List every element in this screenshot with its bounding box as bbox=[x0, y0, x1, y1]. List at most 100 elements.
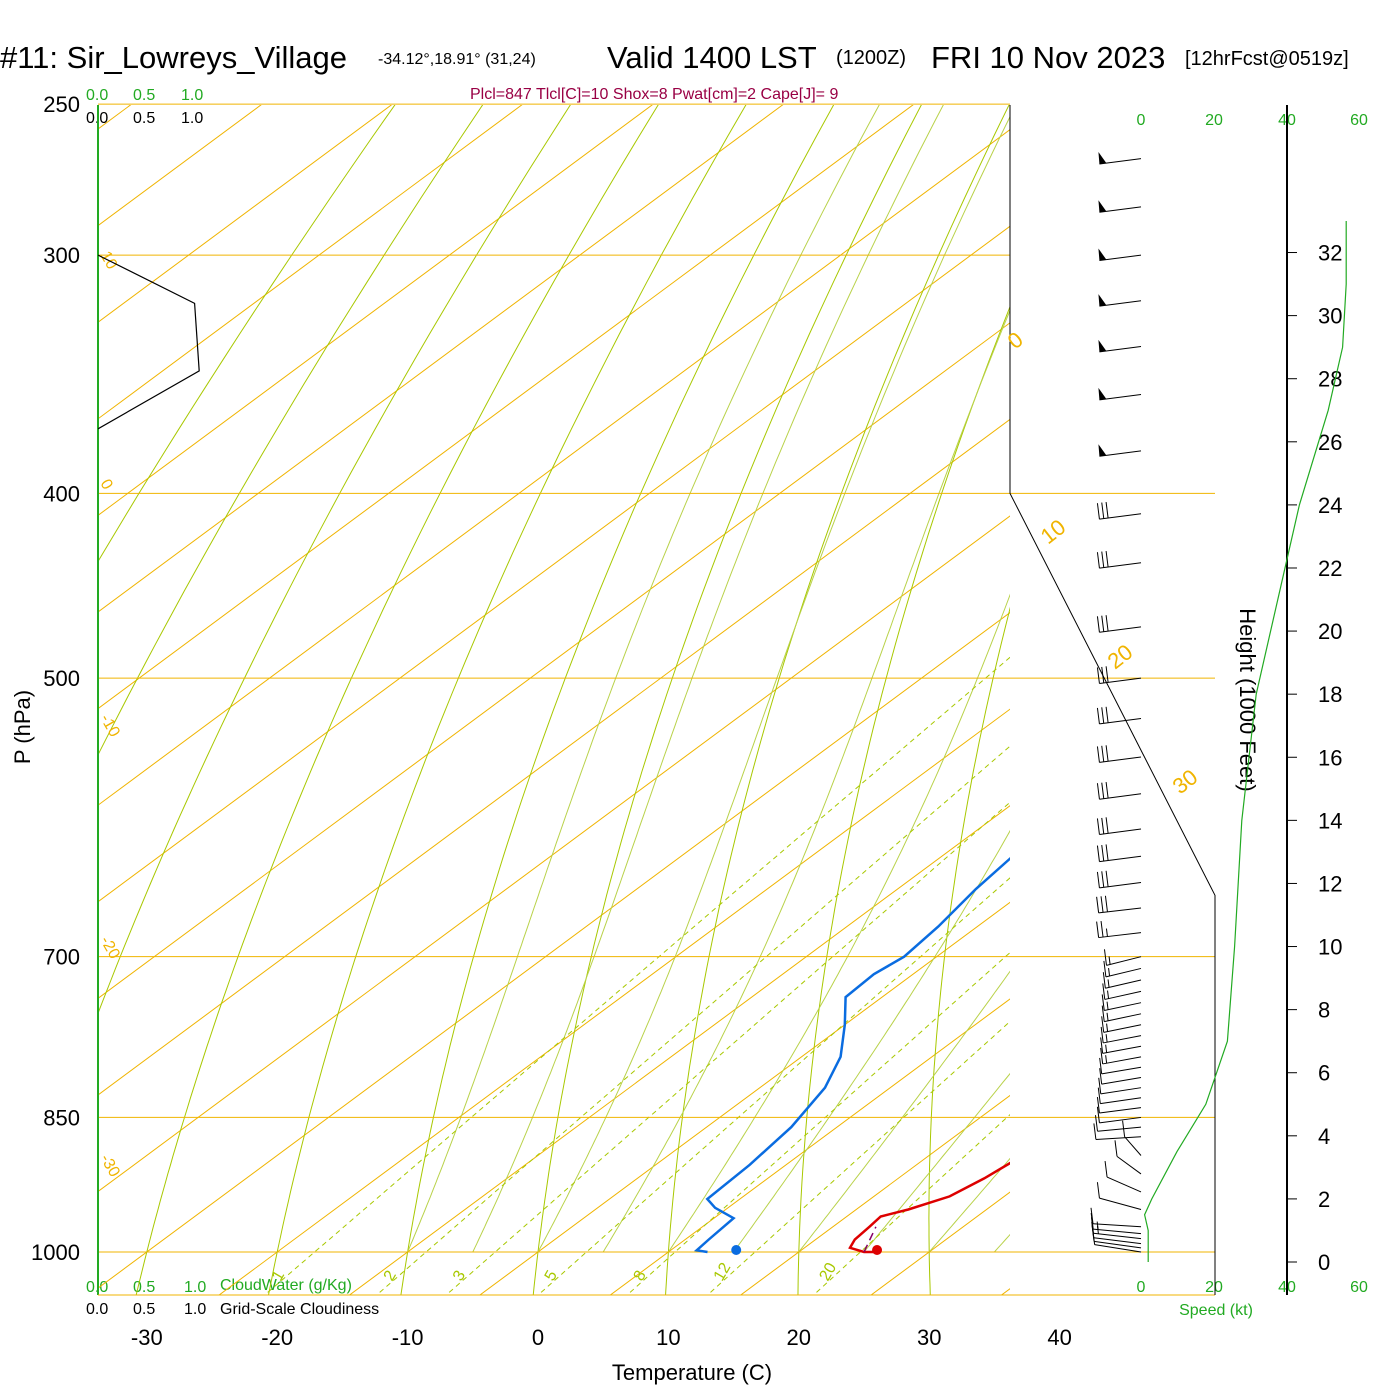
dry-adiabat bbox=[98, 105, 571, 1015]
mixing-ratio-line bbox=[710, 1020, 1010, 1293]
bottom-cloudwater-tick-2: 1.0 bbox=[184, 1279, 206, 1296]
isotherm-line bbox=[98, 611, 1010, 1289]
wind-barb bbox=[1096, 782, 1142, 800]
isotherm-label: -10 bbox=[97, 712, 123, 741]
wind-barb bbox=[1101, 1016, 1142, 1033]
sounding-indices: Plcl=847 Tlcl[C]=10 Shox=8 Pwat[cm]=2 Ca… bbox=[470, 86, 838, 103]
moist-adiabat bbox=[863, 1072, 1010, 1253]
wind-barb bbox=[1097, 1087, 1142, 1105]
height-tick-label: 12 bbox=[1318, 871, 1342, 896]
wind-barb bbox=[1103, 960, 1142, 978]
right-frame-line bbox=[1009, 105, 1216, 1295]
wind-barb bbox=[1096, 817, 1142, 835]
pressure-tick-label: 250 bbox=[43, 92, 80, 117]
isotherm-line bbox=[98, 105, 914, 710]
station-coords: -34.12°,18.91° (31,24) bbox=[378, 51, 536, 68]
height-tick-label: 28 bbox=[1318, 367, 1342, 392]
moist-adiabat bbox=[537, 115, 1010, 1253]
zulu-time: (1200Z) bbox=[836, 47, 906, 69]
y-axis-label: P (hPa) bbox=[10, 690, 35, 764]
pressure-tick-label: 400 bbox=[43, 481, 80, 506]
wind-barb bbox=[1096, 666, 1142, 684]
isotherm-line bbox=[98, 129, 1010, 806]
mixing-ratio-label: 5 bbox=[542, 1268, 561, 1284]
temperature-tick-label: 30 bbox=[917, 1325, 941, 1350]
wind-barb bbox=[1090, 1213, 1142, 1235]
wind-barb bbox=[1096, 1106, 1142, 1124]
height-tick-label: 16 bbox=[1318, 745, 1342, 770]
wind-barb bbox=[1100, 1047, 1142, 1065]
temperature-tick-label: 0 bbox=[532, 1325, 544, 1350]
speed-profile bbox=[1143, 221, 1347, 1262]
height-tick-label: 20 bbox=[1318, 619, 1342, 644]
height-tick-label: 24 bbox=[1318, 493, 1342, 518]
top-cloudwater-tick-2: 1.0 bbox=[181, 87, 203, 104]
wind-barb bbox=[1096, 501, 1142, 520]
wind-barb bbox=[1098, 339, 1142, 353]
surface-temperature bbox=[872, 1245, 883, 1255]
isotherm-label: 0 bbox=[1003, 327, 1028, 354]
wind-barb bbox=[1098, 152, 1142, 165]
isotherm-line bbox=[98, 418, 1010, 1096]
wind-barb bbox=[1102, 972, 1142, 989]
dry-adiabat bbox=[1298, 70, 1400, 1331]
height-tick-label: 4 bbox=[1318, 1124, 1330, 1149]
wind-barb bbox=[1098, 200, 1142, 213]
dry-adiabat bbox=[267, 105, 747, 1295]
wind-barb bbox=[1096, 920, 1142, 939]
isotherm-label: 20 bbox=[1103, 639, 1138, 674]
forecast-info: [12hrFcst@0519z] bbox=[1185, 48, 1349, 70]
bottom-cloudiness-tick-1: 0.5 bbox=[133, 1301, 155, 1318]
station-title: #11: Sir_Lowreys_Village bbox=[0, 40, 347, 75]
mixing-ratio-line bbox=[629, 951, 1010, 1293]
wind-barb bbox=[1098, 444, 1142, 457]
sounding-profiles bbox=[98, 254, 1010, 1255]
wind-barb bbox=[1096, 615, 1142, 633]
moist-adiabat bbox=[602, 309, 1010, 1253]
dry-adiabat bbox=[797, 305, 1010, 1295]
height-tick-label: 0 bbox=[1318, 1250, 1330, 1275]
pressure-tick-label: 500 bbox=[43, 666, 80, 691]
wind-barb bbox=[1096, 1182, 1142, 1211]
isotherm-line bbox=[98, 225, 1010, 903]
speed-tick-bottom-3: 60 bbox=[1350, 1279, 1368, 1296]
background-grid bbox=[98, 70, 1400, 1331]
height-axis-label: Height (1000 Feet) bbox=[1235, 608, 1260, 791]
pressure-tick-label: 300 bbox=[43, 243, 80, 268]
speed-tick-bottom-1: 20 bbox=[1205, 1279, 1223, 1296]
wind-barb bbox=[1096, 1096, 1142, 1114]
mixing-ratio-label: 12 bbox=[711, 1260, 735, 1284]
moist-adiabat bbox=[798, 970, 1010, 1253]
pressure-tick-label: 850 bbox=[43, 1105, 80, 1130]
speed-tick-top-1: 20 bbox=[1205, 112, 1223, 129]
height-tick-label: 2 bbox=[1318, 1187, 1330, 1212]
dry-adiabat bbox=[98, 105, 484, 756]
mixing-ratio-label: 20 bbox=[817, 1260, 841, 1284]
isotherm-label: 30 bbox=[1168, 764, 1203, 799]
speed-tick-bottom-0: 0 bbox=[1137, 1279, 1146, 1296]
isotherm-line bbox=[348, 805, 1010, 1295]
dry-adiabat bbox=[928, 606, 1010, 1295]
height-tick-label: 18 bbox=[1318, 682, 1342, 707]
moist-adiabat bbox=[407, 105, 880, 1253]
temperature-line bbox=[848, 1161, 1010, 1254]
top-cloudwater-tick-0: 0.0 bbox=[86, 87, 108, 104]
isotherm-line bbox=[98, 322, 1010, 999]
wind-barb bbox=[1101, 1005, 1142, 1023]
isotherm-line bbox=[739, 1094, 1010, 1295]
height-tick-label: 14 bbox=[1318, 808, 1342, 833]
height-tick-label: 30 bbox=[1318, 304, 1342, 329]
bottom-cloudwater-label: CloudWater (g/Kg) bbox=[220, 1277, 352, 1294]
wind-barb bbox=[1091, 1225, 1142, 1249]
plot-frame bbox=[97, 105, 1288, 1296]
cloudiness-line bbox=[98, 254, 200, 430]
isotherm-label: 10 bbox=[1036, 514, 1071, 549]
valid-date: FRI 10 Nov 2023 bbox=[931, 40, 1165, 75]
wind-barb bbox=[1098, 248, 1142, 262]
mixing-ratio-line bbox=[379, 745, 1010, 1293]
top-cloudiness-tick-2: 1.0 bbox=[181, 110, 203, 127]
top-cloudwater-tick-1: 0.5 bbox=[133, 87, 155, 104]
dry-adiabat bbox=[1179, 70, 1373, 1331]
